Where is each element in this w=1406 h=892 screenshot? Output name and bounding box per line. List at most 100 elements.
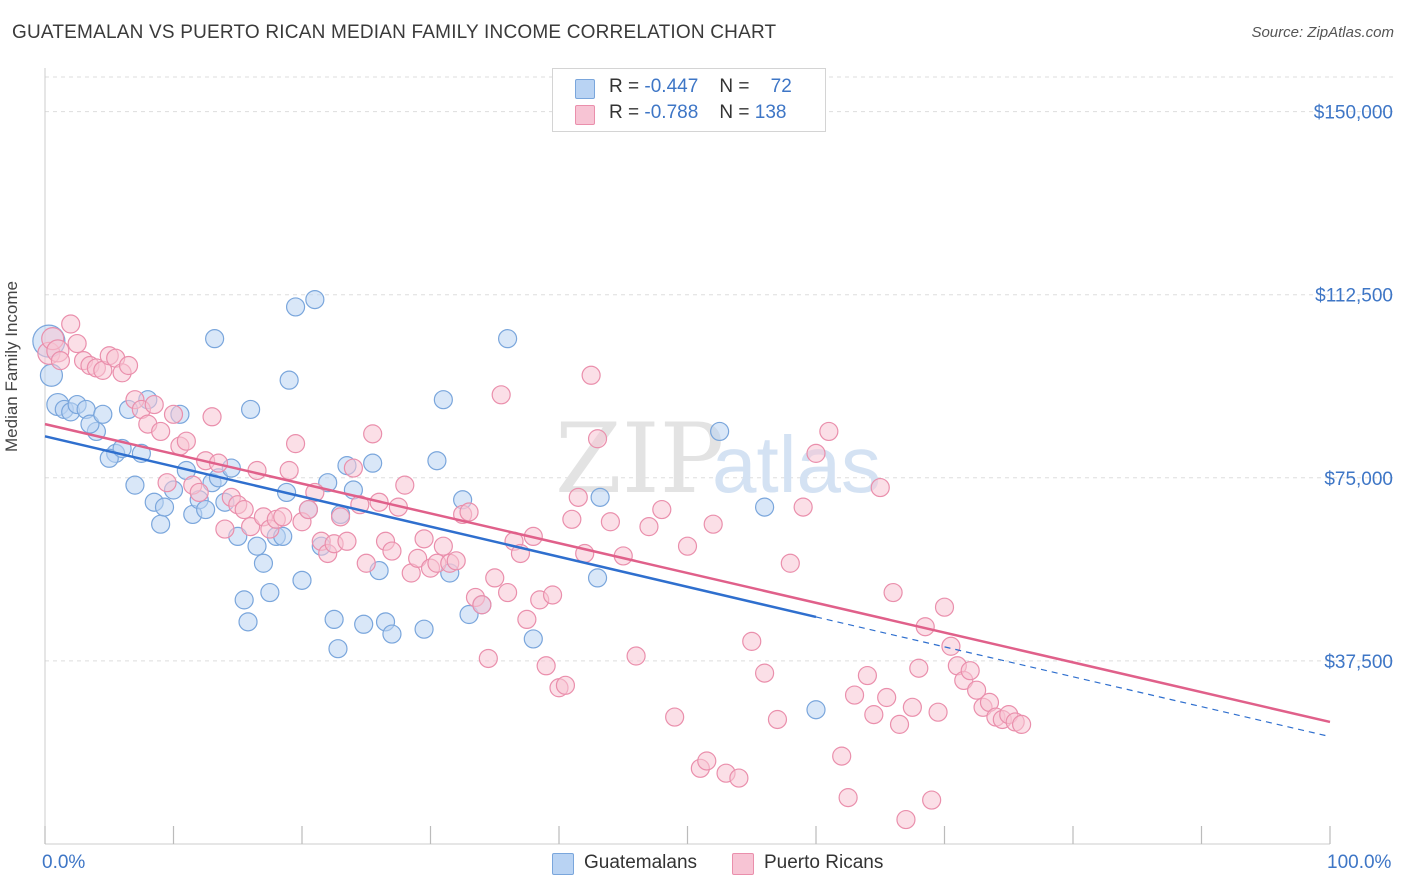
puerto-ricans-point bbox=[144, 394, 164, 415]
puerto-ricans-point bbox=[665, 707, 685, 727]
guatemalans-point bbox=[523, 629, 543, 649]
puerto-ricans-point bbox=[832, 746, 852, 766]
puerto-ricans-point bbox=[780, 553, 800, 573]
guatemalans-point bbox=[414, 619, 434, 639]
guatemalans-swatch bbox=[552, 853, 574, 875]
puerto-ricans-point bbox=[542, 585, 563, 605]
guatemalans-trend-line bbox=[44, 435, 817, 619]
puerto-ricans-point bbox=[639, 517, 659, 537]
puerto-ricans-point bbox=[703, 514, 723, 534]
puerto-ricans-point bbox=[298, 499, 319, 520]
guatemalans-point bbox=[260, 582, 280, 603]
guatemalans-point bbox=[205, 329, 225, 349]
legend-n-value: 72 bbox=[770, 76, 792, 97]
puerto-ricans-point bbox=[485, 568, 505, 588]
guatemalans-point bbox=[587, 568, 608, 588]
guatemalans-point bbox=[318, 473, 338, 493]
puerto-ricans-point bbox=[967, 680, 987, 700]
puerto-ricans-point bbox=[742, 631, 762, 651]
puerto-ricans-point bbox=[883, 582, 903, 603]
bottom-legend-label: Puerto Ricans bbox=[764, 852, 884, 873]
puerto-ricans-point bbox=[247, 460, 267, 481]
guatemalans-point bbox=[285, 297, 306, 317]
legend-n-label: N = bbox=[719, 76, 750, 97]
puerto-ricans-points bbox=[37, 314, 1032, 830]
puerto-ricans-point bbox=[941, 636, 961, 656]
puerto-ricans-point bbox=[50, 351, 71, 371]
puerto-ricans-point bbox=[491, 385, 511, 405]
puerto-ricans-point bbox=[864, 705, 884, 725]
guatemalans-point bbox=[806, 700, 826, 720]
guatemalans-point bbox=[253, 553, 274, 573]
puerto-ricans-point bbox=[202, 407, 222, 427]
puerto-ricans-point bbox=[446, 551, 466, 571]
guatemalans-point bbox=[247, 536, 267, 556]
puerto-ricans-point bbox=[729, 768, 749, 788]
legend-r-value: -0.447 bbox=[644, 76, 699, 97]
puerto-ricans-point bbox=[562, 509, 582, 529]
puerto-ricans-point bbox=[902, 697, 922, 717]
puerto-ricans-point bbox=[626, 646, 646, 666]
puerto-ricans-point bbox=[960, 661, 980, 681]
puerto-ricans-point bbox=[517, 609, 537, 630]
puerto-ricans-point bbox=[555, 675, 576, 695]
puerto-ricans-point bbox=[163, 404, 184, 424]
guatemalans-point bbox=[754, 497, 775, 517]
puerto-ricans-point bbox=[382, 541, 402, 561]
puerto-ricans-swatch bbox=[575, 105, 595, 125]
trend-lines bbox=[44, 422, 1331, 738]
puerto-ricans-point bbox=[459, 502, 479, 522]
puerto-ricans-point bbox=[877, 687, 897, 708]
puerto-ricans-point bbox=[330, 507, 351, 527]
stats-legend: R = -0.447 N = 72 R = -0.788 N = 138 bbox=[552, 68, 826, 132]
puerto-ricans-point bbox=[395, 475, 415, 495]
guatemalans-point bbox=[241, 399, 261, 420]
puerto-ricans-trend-line bbox=[44, 422, 1331, 724]
guatemalans-point bbox=[324, 609, 344, 630]
puerto-ricans-point bbox=[896, 809, 916, 830]
puerto-ricans-point bbox=[285, 434, 306, 454]
puerto-ricans-point bbox=[273, 507, 293, 527]
axis-layer bbox=[44, 68, 1331, 845]
guatemalans-point bbox=[328, 639, 348, 659]
puerto-ricans-point bbox=[157, 473, 177, 493]
puerto-ricans-point bbox=[472, 595, 492, 615]
puerto-ricans-point bbox=[767, 709, 788, 730]
x-tick-label-min: 0.0% bbox=[42, 852, 86, 873]
puerto-ricans-point bbox=[677, 536, 698, 556]
puerto-ricans-point bbox=[793, 497, 813, 517]
y-tick-label: $75,000 bbox=[1324, 469, 1393, 490]
puerto-ricans-point bbox=[600, 512, 621, 532]
puerto-ricans-point bbox=[934, 597, 955, 617]
legend-r-label: R = bbox=[609, 76, 640, 97]
puerto-ricans-point bbox=[922, 790, 942, 810]
guatemalans-point bbox=[710, 421, 730, 442]
guatemalans-point bbox=[279, 370, 299, 390]
guatemalans-point bbox=[292, 570, 312, 590]
legend-n-label: N = bbox=[719, 102, 750, 123]
puerto-ricans-point bbox=[568, 487, 588, 507]
puerto-ricans-point bbox=[587, 429, 608, 449]
grid-layer bbox=[45, 76, 1395, 662]
puerto-ricans-point bbox=[356, 553, 376, 573]
puerto-ricans-point bbox=[151, 421, 171, 442]
bottom-legend-label: Guatemalans bbox=[584, 852, 698, 873]
puerto-ricans-point bbox=[928, 702, 948, 722]
guatemalans-point bbox=[354, 614, 374, 634]
y-tick-labels: $37,500 $75,000 $112,500 $150,000 bbox=[1314, 103, 1393, 673]
guatemalans-point bbox=[590, 487, 610, 507]
guatemalans-point bbox=[498, 329, 518, 349]
puerto-ricans-point bbox=[363, 424, 383, 444]
watermark: ZIP atlas bbox=[555, 403, 881, 515]
puerto-ricans-point bbox=[241, 517, 261, 537]
y-tick-label: $150,000 bbox=[1314, 103, 1393, 124]
puerto-ricans-point bbox=[806, 443, 826, 463]
guatemalans-point bbox=[99, 448, 119, 468]
puerto-ricans-point bbox=[478, 648, 498, 669]
guatemalans-point bbox=[80, 414, 100, 434]
x-tick-label-max: 100.0% bbox=[1327, 852, 1392, 873]
guatemalans-point bbox=[459, 604, 479, 625]
guatemalans-point bbox=[433, 390, 453, 410]
guatemalans-point bbox=[93, 404, 113, 424]
